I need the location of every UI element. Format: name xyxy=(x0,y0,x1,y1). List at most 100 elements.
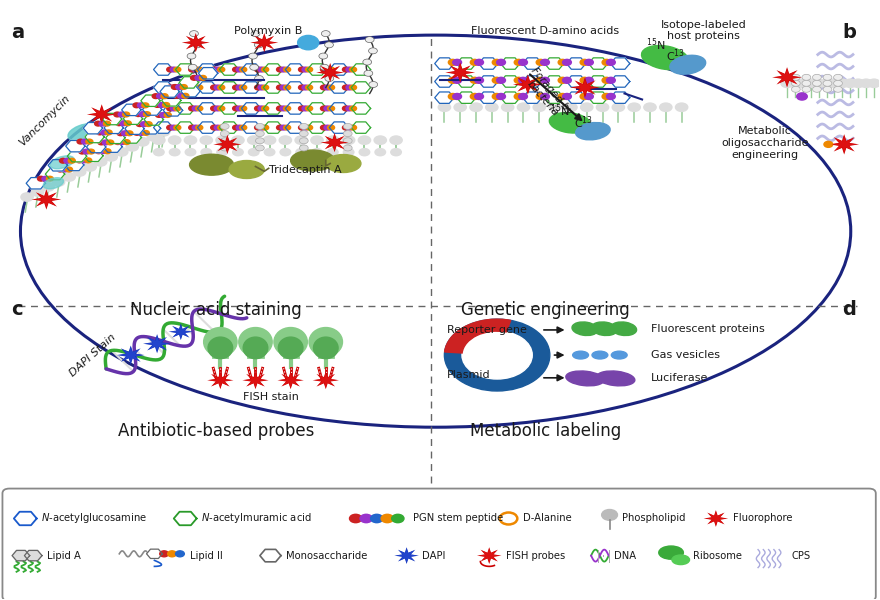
Polygon shape xyxy=(181,86,200,97)
Text: Gas vesicles: Gas vesicles xyxy=(651,350,720,360)
Text: Ribosome: Ribosome xyxy=(693,551,742,560)
Circle shape xyxy=(628,103,641,112)
Text: d: d xyxy=(842,300,856,319)
Ellipse shape xyxy=(326,155,361,172)
Circle shape xyxy=(261,106,268,111)
Polygon shape xyxy=(175,64,194,75)
Circle shape xyxy=(115,121,122,125)
Circle shape xyxy=(161,94,168,98)
Circle shape xyxy=(833,74,842,80)
Polygon shape xyxy=(435,58,454,69)
Polygon shape xyxy=(253,34,276,51)
Text: Vancomycin: Vancomycin xyxy=(18,93,72,148)
Circle shape xyxy=(258,125,265,130)
Circle shape xyxy=(279,136,291,145)
Circle shape xyxy=(448,59,457,65)
Polygon shape xyxy=(216,136,239,152)
Circle shape xyxy=(193,42,202,48)
Circle shape xyxy=(305,106,312,111)
Wedge shape xyxy=(444,319,510,353)
Circle shape xyxy=(320,64,329,70)
Ellipse shape xyxy=(597,371,634,386)
Circle shape xyxy=(325,42,334,48)
Ellipse shape xyxy=(642,46,688,70)
Text: Lipid II: Lipid II xyxy=(189,551,223,560)
Circle shape xyxy=(514,77,523,83)
Circle shape xyxy=(133,103,140,108)
Ellipse shape xyxy=(572,322,598,335)
Circle shape xyxy=(105,153,117,161)
Circle shape xyxy=(381,514,393,523)
Circle shape xyxy=(195,85,202,90)
Circle shape xyxy=(192,125,199,130)
Circle shape xyxy=(84,158,92,163)
Text: c: c xyxy=(11,300,23,319)
Circle shape xyxy=(349,85,356,90)
Polygon shape xyxy=(175,122,194,133)
Circle shape xyxy=(42,183,55,191)
Circle shape xyxy=(342,136,355,145)
Circle shape xyxy=(65,167,72,172)
Polygon shape xyxy=(523,76,542,87)
Polygon shape xyxy=(457,76,476,87)
Circle shape xyxy=(496,94,505,100)
Circle shape xyxy=(47,176,54,181)
Circle shape xyxy=(83,149,90,154)
Circle shape xyxy=(217,125,224,130)
Circle shape xyxy=(192,85,199,90)
Circle shape xyxy=(135,112,142,116)
Polygon shape xyxy=(704,510,728,527)
Polygon shape xyxy=(154,122,172,133)
Circle shape xyxy=(280,149,290,156)
Circle shape xyxy=(823,80,832,86)
Text: C$^{13}$: C$^{13}$ xyxy=(666,47,685,64)
Circle shape xyxy=(163,103,170,107)
Circle shape xyxy=(327,85,334,90)
Polygon shape xyxy=(501,92,520,103)
Polygon shape xyxy=(241,82,260,93)
Polygon shape xyxy=(46,169,65,180)
Circle shape xyxy=(392,514,404,523)
Circle shape xyxy=(305,85,312,90)
Polygon shape xyxy=(219,122,238,133)
Circle shape xyxy=(276,106,283,111)
Circle shape xyxy=(191,76,198,80)
Polygon shape xyxy=(86,141,106,153)
Circle shape xyxy=(342,125,349,130)
Circle shape xyxy=(77,139,84,144)
Polygon shape xyxy=(832,136,857,153)
Circle shape xyxy=(474,77,483,83)
Circle shape xyxy=(454,103,466,112)
Circle shape xyxy=(283,85,290,90)
Text: Polymyxin B: Polymyxin B xyxy=(233,26,302,35)
Circle shape xyxy=(802,86,810,92)
Circle shape xyxy=(188,67,195,72)
Circle shape xyxy=(64,158,71,163)
Polygon shape xyxy=(457,58,476,69)
Circle shape xyxy=(254,106,261,111)
Polygon shape xyxy=(523,58,542,69)
Polygon shape xyxy=(154,103,172,114)
Text: $\it{N}$-acetylmuramic acid: $\it{N}$-acetylmuramic acid xyxy=(201,511,312,526)
Circle shape xyxy=(518,59,527,65)
Circle shape xyxy=(514,59,523,65)
Circle shape xyxy=(178,94,185,98)
Polygon shape xyxy=(181,33,209,52)
Circle shape xyxy=(359,149,370,156)
Polygon shape xyxy=(285,122,304,133)
Circle shape xyxy=(122,112,129,117)
Circle shape xyxy=(302,106,309,111)
Circle shape xyxy=(343,149,354,156)
Circle shape xyxy=(232,67,239,72)
Circle shape xyxy=(189,31,198,37)
Polygon shape xyxy=(351,122,370,133)
Ellipse shape xyxy=(672,555,690,565)
Ellipse shape xyxy=(243,337,268,359)
Circle shape xyxy=(21,193,33,201)
Circle shape xyxy=(280,85,287,90)
Circle shape xyxy=(558,77,567,83)
Circle shape xyxy=(32,188,44,196)
Circle shape xyxy=(236,67,243,72)
Text: Fluorophore: Fluorophore xyxy=(732,514,792,523)
Circle shape xyxy=(612,103,625,112)
